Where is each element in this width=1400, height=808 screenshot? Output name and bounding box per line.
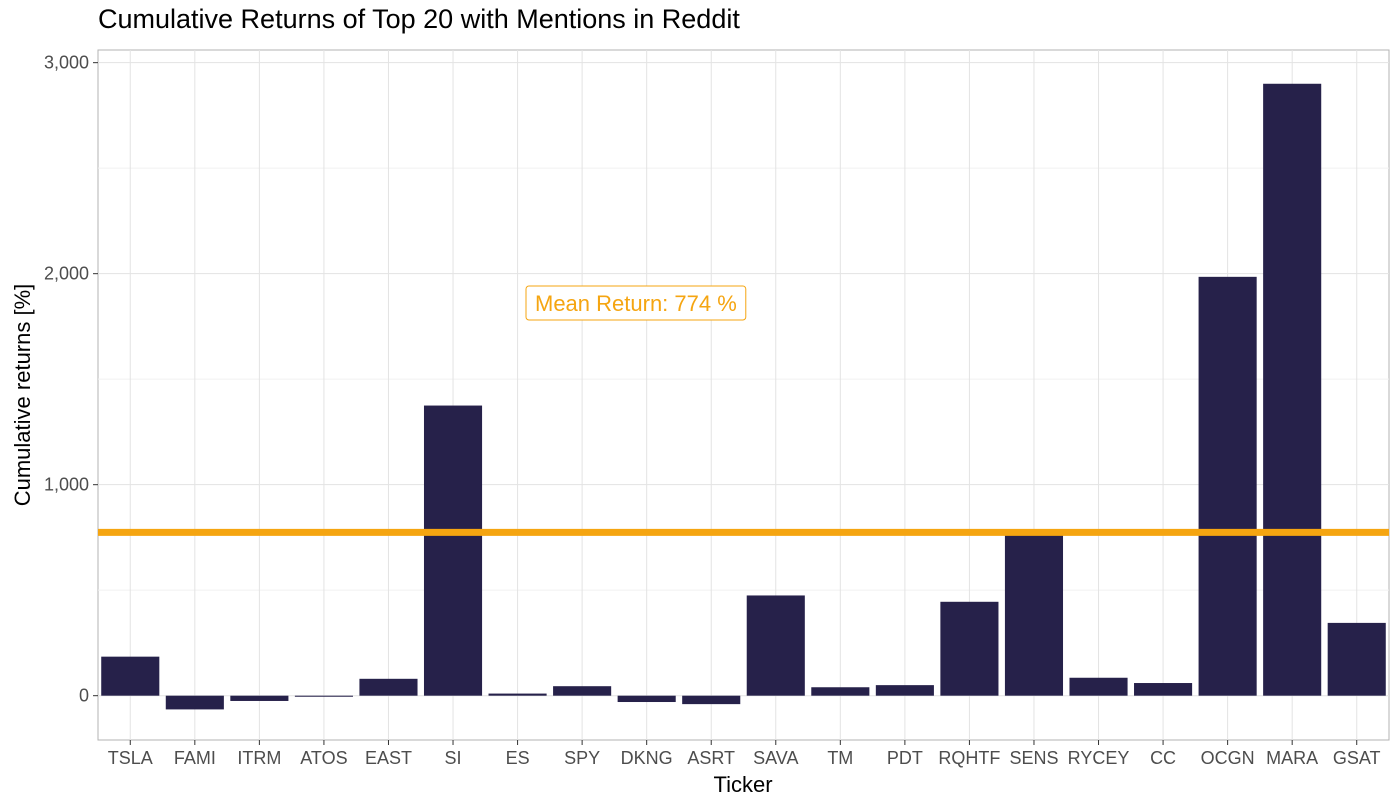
bar-fami <box>165 695 224 710</box>
bar-ocgn <box>1198 276 1257 696</box>
bar-sens <box>1004 535 1064 696</box>
x-tick-label: TSLA <box>108 748 153 768</box>
bar-es <box>488 693 547 696</box>
bar-asrt <box>682 695 741 705</box>
x-tick-label: DKNG <box>621 748 673 768</box>
minor-gridlines <box>98 167 1389 591</box>
x-tick-label: ASRT <box>687 748 735 768</box>
y-axis: 0 1,000 2,000 3,000 <box>44 53 98 706</box>
bar-cc <box>1134 683 1193 696</box>
bar-itrm <box>230 695 289 701</box>
y-tick-label: 2,000 <box>44 264 89 284</box>
x-tick-label: PDT <box>887 748 923 768</box>
x-tick-label: ITRM <box>237 748 281 768</box>
bar-si <box>423 405 483 696</box>
bar-mara <box>1263 83 1322 696</box>
plot-panel <box>97 49 1390 741</box>
x-tick-label: FAMI <box>174 748 216 768</box>
chart-title: Cumulative Returns of Top 20 with Mentio… <box>98 4 740 34</box>
y-tick-label: 0 <box>79 686 89 706</box>
mean-return-label-text: Mean Return: 774 % <box>535 291 737 316</box>
x-axis-title: Ticker <box>713 772 772 797</box>
bar-rqhtf <box>940 601 999 696</box>
bar-dkng <box>617 695 676 703</box>
x-tick-label: SI <box>445 748 462 768</box>
bar-pdt <box>875 685 934 696</box>
bar-atos <box>294 695 353 697</box>
bar-sava <box>746 595 805 696</box>
mean-return-label: Mean Return: 774 % <box>525 285 747 321</box>
mean-return-label-box <box>525 285 747 321</box>
x-tick-label: SAVA <box>753 748 798 768</box>
x-tick-label: OCGN <box>1201 748 1255 768</box>
x-tick-label: RYCEY <box>1068 748 1130 768</box>
x-tick-label: MARA <box>1266 748 1318 768</box>
y-axis-title: Cumulative returns [%] <box>10 284 35 507</box>
x-tick-label: GSAT <box>1333 748 1381 768</box>
x-tick-label: TM <box>827 748 853 768</box>
x-tick-label: ATOS <box>300 748 347 768</box>
x-tick-label: EAST <box>365 748 412 768</box>
x-axis: TSLA FAMI ITRM ATOS EAST SI ES SPY DKNG ASRT SAVA T… <box>108 740 1381 768</box>
x-tick-label: SENS <box>1009 748 1058 768</box>
y-tick-label: 3,000 <box>44 53 89 73</box>
bars <box>101 83 1386 710</box>
bar-tm <box>811 687 870 696</box>
x-tick-label: SPY <box>564 748 600 768</box>
bar-east <box>359 678 418 696</box>
x-tick-label: CC <box>1150 748 1176 768</box>
bar-rycey <box>1069 677 1128 696</box>
y-tick-label: 1,000 <box>44 475 89 495</box>
x-tick-label: ES <box>506 748 530 768</box>
bar-spy <box>553 686 612 696</box>
bar-tsla <box>101 656 160 696</box>
x-tick-label: RQHTF <box>938 748 1000 768</box>
bar-gsat <box>1327 622 1386 696</box>
